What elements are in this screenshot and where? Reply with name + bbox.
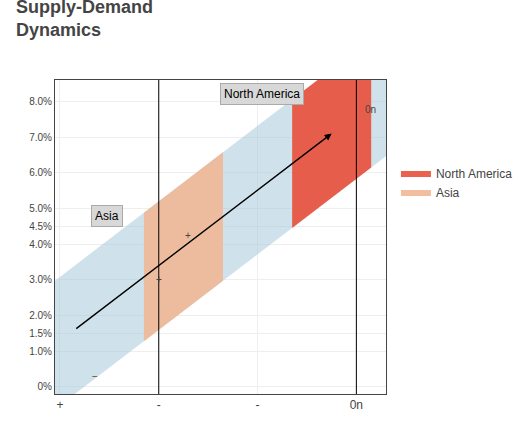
svg-text:+: + (156, 274, 162, 285)
svg-text:7.0%: 7.0% (29, 132, 52, 143)
svg-text:+: + (185, 230, 191, 241)
svg-text:4.5%: 4.5% (29, 221, 52, 232)
svg-text:8.0%: 8.0% (29, 96, 52, 107)
svg-text:−: − (92, 371, 98, 382)
svg-text:-: - (256, 398, 260, 412)
svg-text:2.0%: 2.0% (29, 310, 52, 321)
svg-text:North America: North America (436, 167, 512, 181)
svg-text:Asia: Asia (436, 186, 460, 200)
svg-text:+: + (56, 398, 63, 412)
svg-text:5.0%: 5.0% (29, 203, 52, 214)
svg-text:4.0%: 4.0% (29, 239, 52, 250)
svg-text:Supply-DemandDynamics: Supply-DemandDynamics (16, 0, 153, 40)
svg-text:0%: 0% (38, 381, 53, 392)
svg-text:0n: 0n (365, 104, 376, 115)
svg-text:3.0%: 3.0% (29, 274, 52, 285)
svg-text:Asia: Asia (95, 209, 119, 223)
svg-text:1.5%: 1.5% (29, 328, 52, 339)
svg-text:6.0%: 6.0% (29, 167, 52, 178)
svg-text:0n: 0n (350, 398, 363, 412)
svg-text:1.0%: 1.0% (29, 346, 52, 357)
svg-text:North America: North America (224, 87, 300, 101)
svg-text:-: - (157, 398, 161, 412)
